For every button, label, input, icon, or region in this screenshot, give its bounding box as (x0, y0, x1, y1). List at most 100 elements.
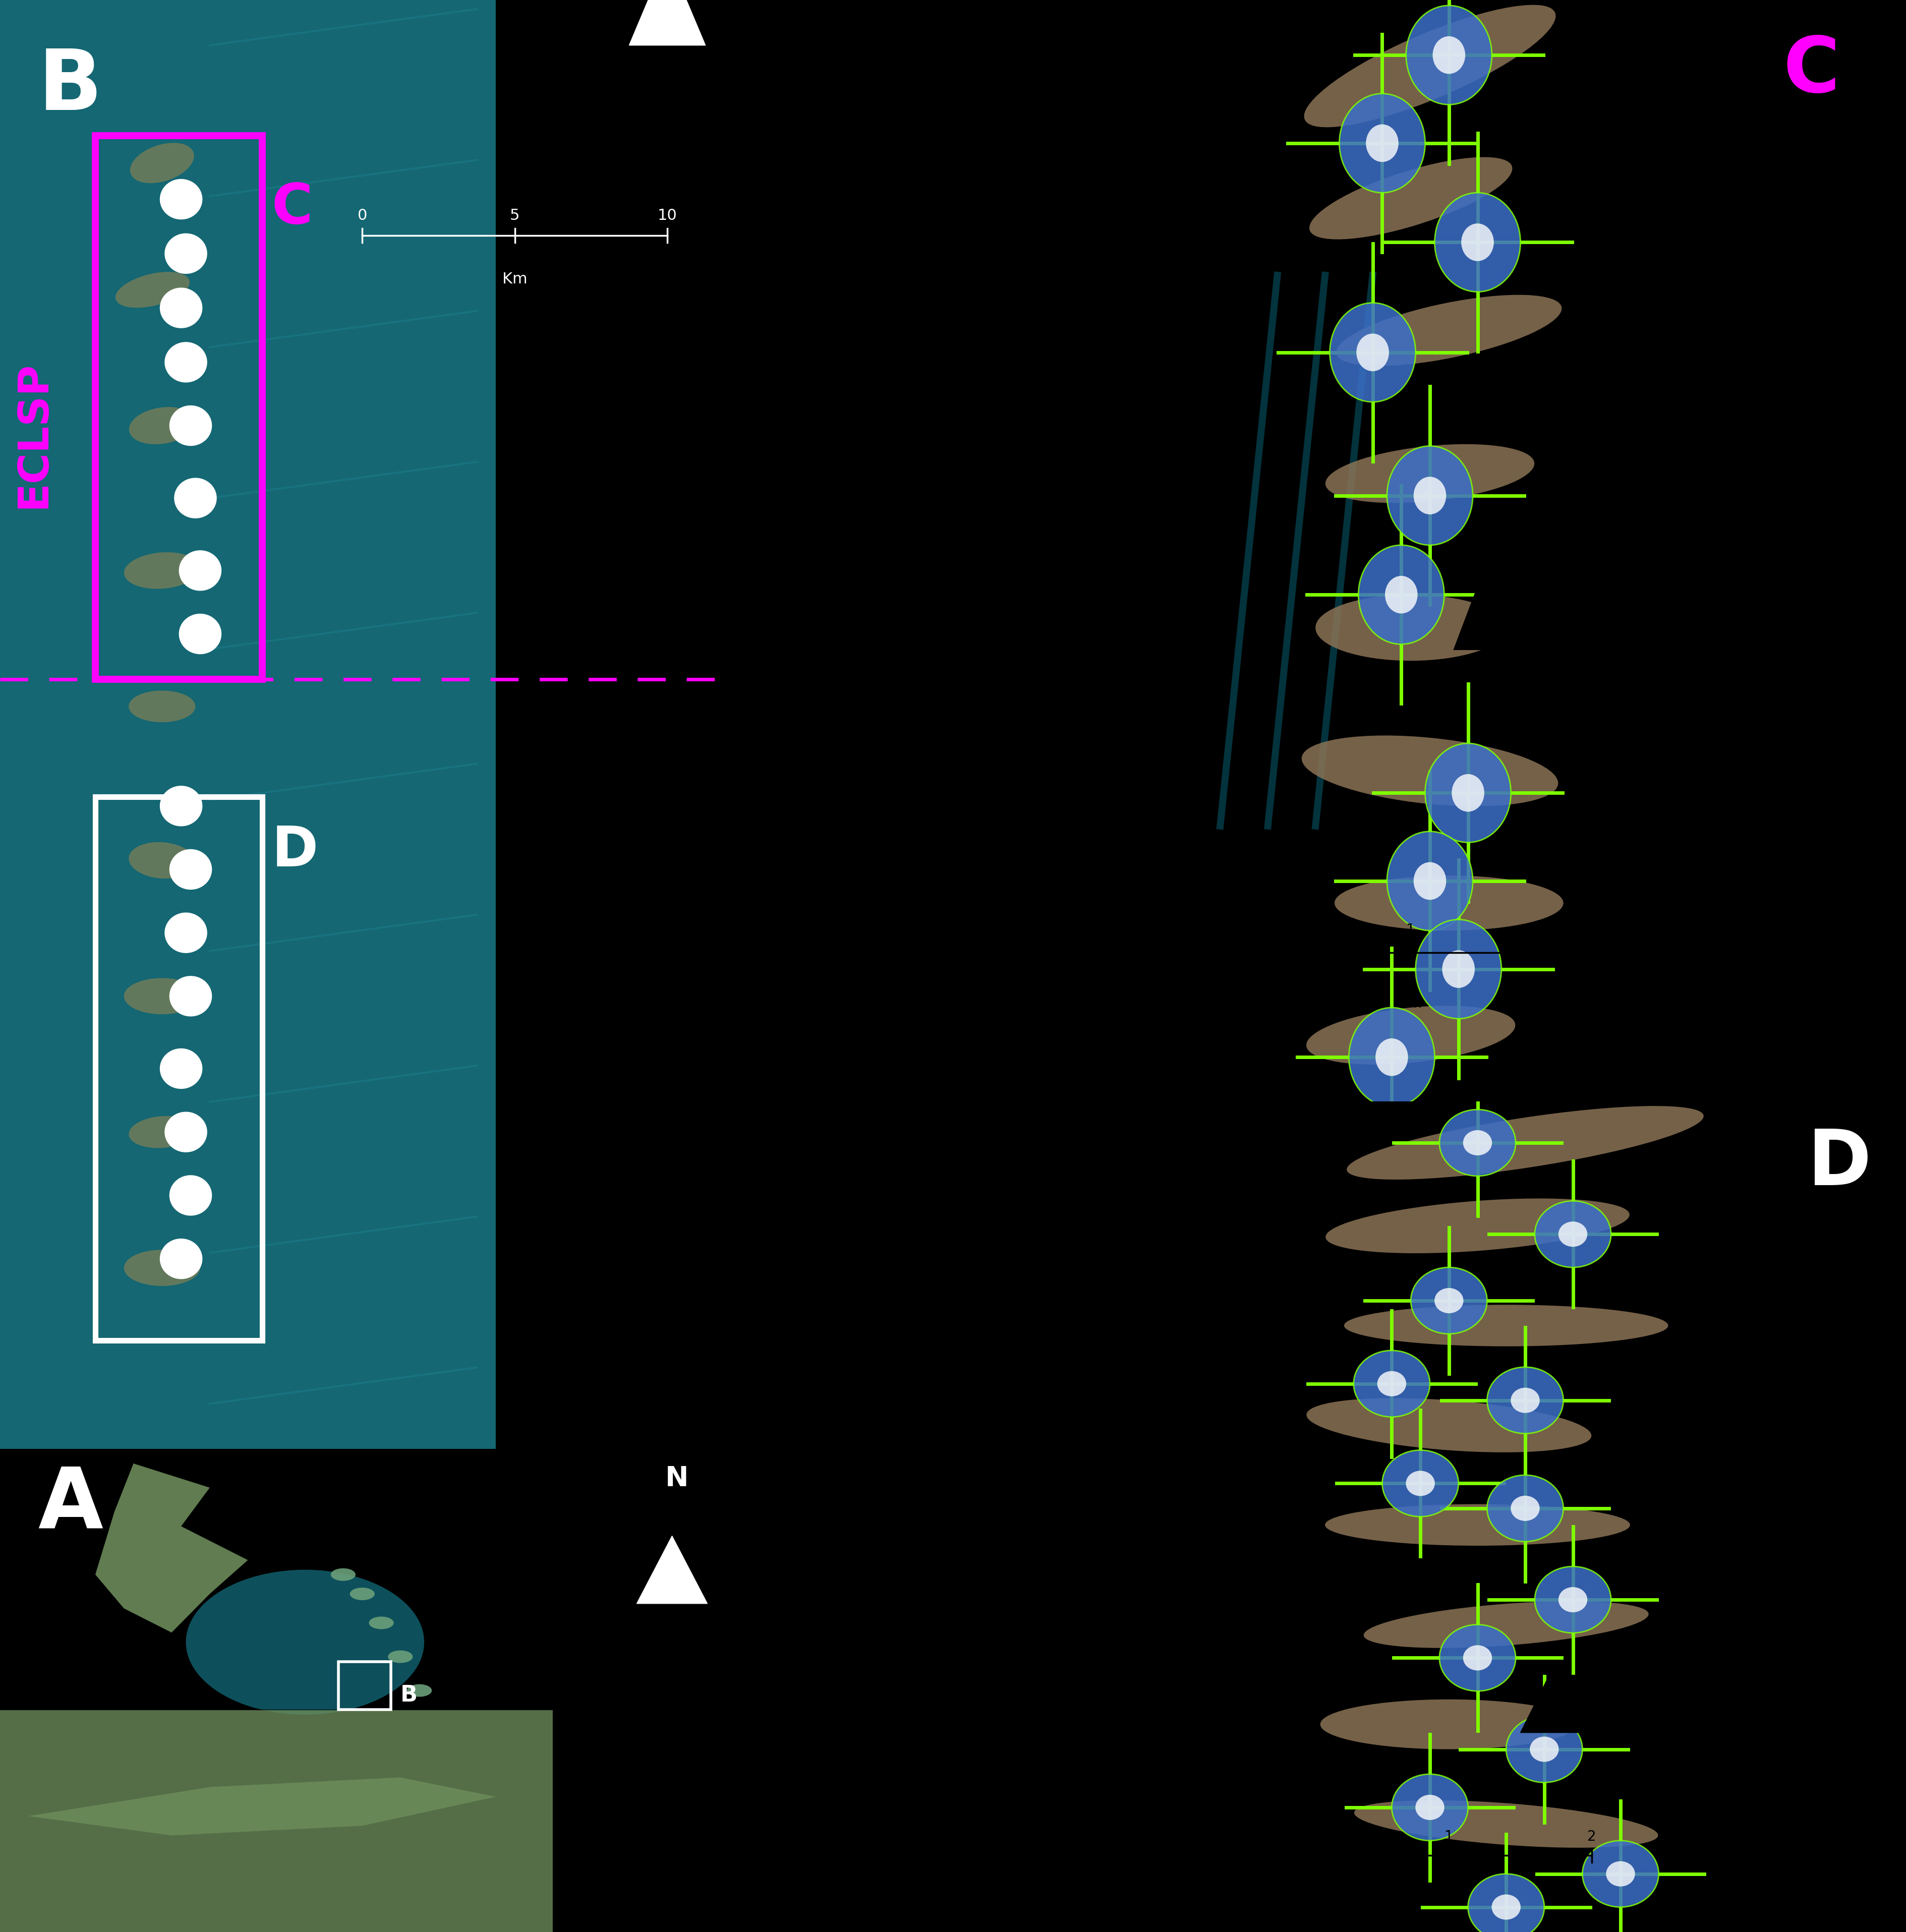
Ellipse shape (1353, 1801, 1658, 1847)
Circle shape (1487, 1368, 1563, 1434)
Circle shape (170, 850, 212, 889)
Circle shape (1424, 744, 1510, 842)
FancyBboxPatch shape (0, 1710, 553, 1932)
Circle shape (1439, 1109, 1515, 1177)
Circle shape (330, 1569, 355, 1580)
Text: C: C (1782, 33, 1839, 108)
Circle shape (1557, 1221, 1588, 1246)
Ellipse shape (130, 842, 194, 879)
Circle shape (1468, 1874, 1544, 1932)
Text: 1: 1 (1407, 923, 1414, 937)
Text: D: D (1807, 1126, 1872, 1202)
Circle shape (1605, 1861, 1635, 1886)
Circle shape (370, 1617, 395, 1629)
Circle shape (1534, 1567, 1611, 1633)
Ellipse shape (130, 1117, 194, 1148)
Circle shape (1376, 1372, 1407, 1397)
Circle shape (1405, 1470, 1435, 1495)
Circle shape (170, 406, 212, 446)
Ellipse shape (185, 1569, 423, 1716)
Circle shape (1414, 920, 1502, 1018)
Circle shape (1374, 1037, 1409, 1076)
Circle shape (160, 786, 202, 827)
Ellipse shape (1306, 1399, 1592, 1453)
Circle shape (1365, 124, 1399, 162)
Circle shape (1384, 576, 1418, 614)
Circle shape (164, 342, 206, 383)
Ellipse shape (124, 978, 200, 1014)
Text: $\mathit{N}$: $\mathit{N}$ (1578, 1650, 1592, 1665)
Circle shape (160, 1238, 202, 1279)
Circle shape (170, 976, 212, 1016)
Circle shape (1433, 1289, 1464, 1314)
Circle shape (1510, 1495, 1540, 1520)
Ellipse shape (1325, 444, 1534, 502)
Circle shape (1357, 545, 1445, 643)
Polygon shape (95, 1464, 248, 1633)
Circle shape (1435, 193, 1521, 292)
Ellipse shape (130, 143, 194, 184)
Circle shape (1386, 831, 1471, 931)
Circle shape (1506, 1716, 1582, 1783)
Circle shape (406, 1685, 431, 1696)
Text: 2: 2 (1588, 1830, 1595, 1843)
Circle shape (1529, 1737, 1559, 1762)
Ellipse shape (130, 408, 194, 444)
Bar (95, 135, 263, 680)
Circle shape (164, 234, 206, 274)
Text: Km: Km (1437, 1889, 1460, 1903)
Circle shape (1462, 1130, 1492, 1155)
Text: D: D (271, 825, 318, 877)
Circle shape (1382, 1451, 1458, 1517)
Circle shape (175, 477, 217, 518)
Polygon shape (29, 1777, 496, 1835)
Text: 0: 0 (1264, 923, 1271, 937)
Ellipse shape (1334, 875, 1563, 931)
Ellipse shape (1344, 1304, 1668, 1347)
Circle shape (1582, 1841, 1658, 1907)
Circle shape (160, 180, 202, 218)
Circle shape (160, 288, 202, 328)
Ellipse shape (130, 690, 196, 723)
Text: 2: 2 (1550, 923, 1557, 937)
Text: Km: Km (501, 272, 528, 286)
Circle shape (179, 614, 221, 653)
Circle shape (1405, 6, 1490, 104)
Ellipse shape (1304, 6, 1555, 128)
Circle shape (1510, 1387, 1540, 1412)
Circle shape (1412, 862, 1447, 900)
FancyBboxPatch shape (0, 0, 496, 1721)
Circle shape (160, 1049, 202, 1088)
Circle shape (1338, 93, 1424, 193)
Text: ECLSP: ECLSP (13, 361, 53, 508)
Text: 5: 5 (509, 209, 520, 222)
Text: B: B (38, 44, 103, 128)
Circle shape (1328, 303, 1414, 402)
Circle shape (1460, 224, 1494, 261)
Polygon shape (1452, 562, 1521, 649)
Polygon shape (637, 1536, 707, 1604)
Ellipse shape (1302, 736, 1557, 806)
Circle shape (164, 912, 206, 952)
Circle shape (1441, 951, 1475, 987)
Text: 0: 0 (356, 209, 368, 222)
Circle shape (387, 1650, 412, 1663)
Circle shape (1391, 1774, 1468, 1841)
Text: A: A (38, 1464, 103, 1546)
Circle shape (1412, 477, 1447, 514)
Polygon shape (629, 0, 705, 44)
Polygon shape (1519, 1665, 1586, 1733)
Circle shape (1410, 1267, 1487, 1333)
Circle shape (1487, 1476, 1563, 1542)
Ellipse shape (116, 272, 189, 307)
Circle shape (1353, 1350, 1430, 1416)
Circle shape (1431, 37, 1466, 73)
Text: C: C (271, 182, 313, 236)
Ellipse shape (1346, 1105, 1704, 1180)
Ellipse shape (1325, 1198, 1630, 1254)
Circle shape (1557, 1586, 1588, 1613)
Ellipse shape (1336, 296, 1561, 365)
Text: Km: Km (1399, 997, 1422, 1010)
Ellipse shape (124, 553, 200, 589)
Circle shape (1450, 775, 1485, 811)
